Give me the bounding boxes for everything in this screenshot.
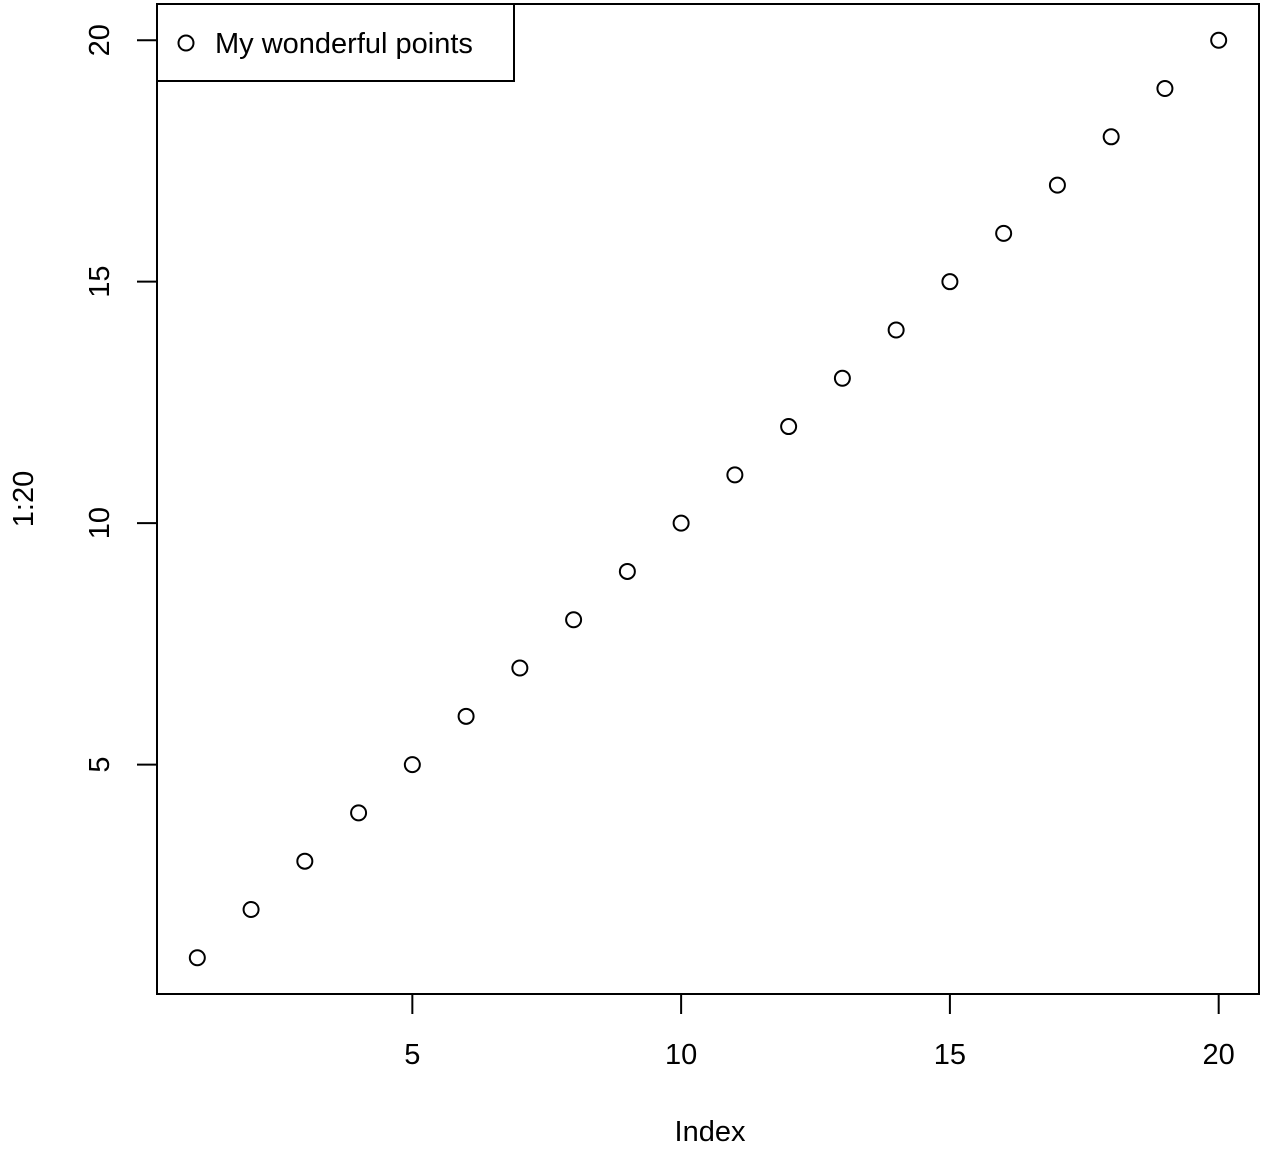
x-tick-label: 20 [1203, 1039, 1235, 1071]
data-point [457, 707, 475, 725]
data-point [618, 562, 636, 580]
data-point [672, 514, 690, 532]
x-tick-label: 5 [404, 1039, 420, 1071]
y-tick-label: 5 [84, 757, 116, 773]
data-point [242, 900, 260, 918]
data-point [726, 466, 744, 484]
legend: My wonderful points [156, 3, 515, 82]
y-axis-label: 1:20 [8, 471, 40, 527]
data-point [887, 321, 905, 339]
plot-frame [156, 3, 1260, 995]
data-point [1210, 31, 1228, 49]
data-point [1048, 176, 1066, 194]
y-tick-label: 15 [84, 266, 116, 298]
data-point [995, 224, 1013, 242]
legend-entry-label: My wonderful points [215, 28, 473, 60]
x-tick-label: 10 [665, 1039, 697, 1071]
data-point [941, 273, 959, 291]
data-point [1156, 80, 1174, 98]
legend-box [156, 3, 515, 82]
data-point [350, 804, 368, 822]
data-point [188, 949, 206, 967]
data-point [565, 611, 583, 629]
data-points [188, 31, 1228, 967]
data-point [833, 369, 851, 387]
data-point [780, 418, 798, 436]
legend-marker-icon [177, 34, 195, 52]
x-axis: 5 10 15 20 [404, 993, 1235, 1071]
y-axis: 5 10 15 20 [84, 24, 158, 773]
data-point [296, 852, 314, 870]
x-tick-label: 15 [934, 1039, 966, 1071]
y-tick-label: 10 [84, 507, 116, 539]
data-point [403, 756, 421, 774]
data-point [511, 659, 529, 677]
data-point [1102, 128, 1120, 146]
y-tick-label: 20 [84, 24, 116, 56]
x-axis-label: Index [675, 1116, 746, 1148]
